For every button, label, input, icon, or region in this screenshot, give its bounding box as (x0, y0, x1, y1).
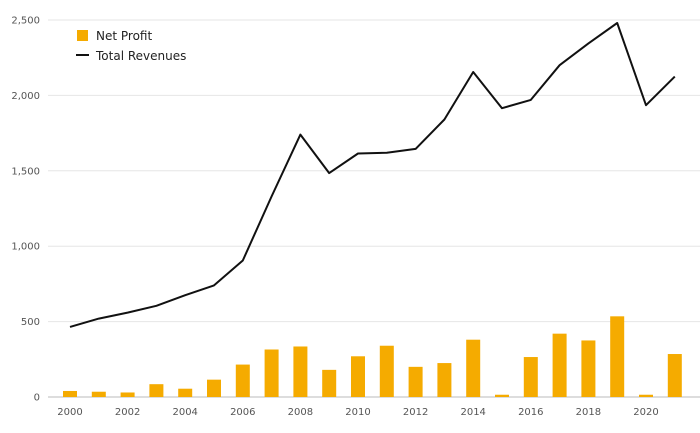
bar-net-profit-2004 (178, 388, 193, 397)
bar-net-profit-2006 (235, 364, 250, 397)
bar-net-profit-2010 (351, 356, 365, 397)
x-tick-label: 2000 (57, 407, 82, 418)
y-tick-label: 2,500 (11, 16, 40, 27)
net-profit-bars (63, 316, 682, 397)
x-axis: 2000 2002 2004 2006 2008 2010 2012 2014 2016 2018… (57, 407, 658, 418)
y-tick-label: 500 (21, 317, 40, 328)
bar-net-profit-2020 (639, 394, 653, 397)
bar-net-profit-2002 (120, 392, 135, 397)
bar-net-profit-2011 (379, 345, 394, 397)
bar-net-profit-2008 (293, 346, 308, 397)
bar-net-profit-2005 (207, 379, 221, 397)
gridlines (48, 19, 700, 398)
bar-net-profit-2012 (408, 366, 423, 397)
x-tick-label: 2018 (576, 407, 601, 418)
line-total-revenues (69, 22, 676, 328)
legend-label-net-profit: Net Profit (96, 29, 152, 43)
bar-net-profit-2016 (523, 357, 538, 397)
legend-label-total-revenues: Total Revenues (95, 49, 186, 63)
bar-net-profit-2014 (466, 339, 481, 397)
y-tick-label: 2,000 (11, 91, 40, 102)
bar-net-profit-2007 (264, 349, 279, 397)
legend: Net Profit Total Revenues (76, 29, 186, 63)
bar-net-profit-2001 (91, 391, 106, 397)
x-tick-label: 2002 (115, 407, 140, 418)
x-tick-label: 2014 (460, 407, 485, 418)
bar-net-profit-2021 (667, 354, 682, 397)
legend-swatch-net-profit (77, 30, 88, 41)
bar-net-profit-2018 (581, 340, 596, 397)
x-tick-label: 2008 (288, 407, 313, 418)
x-tick-label: 2006 (230, 407, 255, 418)
y-tick-label: 1,000 (11, 242, 40, 253)
bar-net-profit-2009 (322, 369, 337, 397)
bar-net-profit-2003 (149, 384, 164, 397)
x-tick-label: 2004 (172, 407, 197, 418)
bar-net-profit-2017 (552, 333, 567, 397)
total-revenues-line-group (69, 22, 676, 328)
x-tick-label: 2012 (403, 407, 428, 418)
bar-net-profit-2000 (63, 390, 77, 397)
bar-net-profit-2015 (495, 394, 509, 397)
y-tick-label: 0 (34, 393, 40, 404)
bar-net-profit-2013 (437, 363, 452, 397)
x-tick-label: 2016 (518, 407, 543, 418)
x-tick-label: 2010 (345, 407, 370, 418)
x-tick-label: 2020 (633, 407, 658, 418)
bar-net-profit-2019 (610, 316, 625, 397)
y-axis: 0 500 1,000 1,500 2,000 2,500 (11, 16, 40, 404)
y-tick-label: 1,500 (11, 166, 40, 177)
